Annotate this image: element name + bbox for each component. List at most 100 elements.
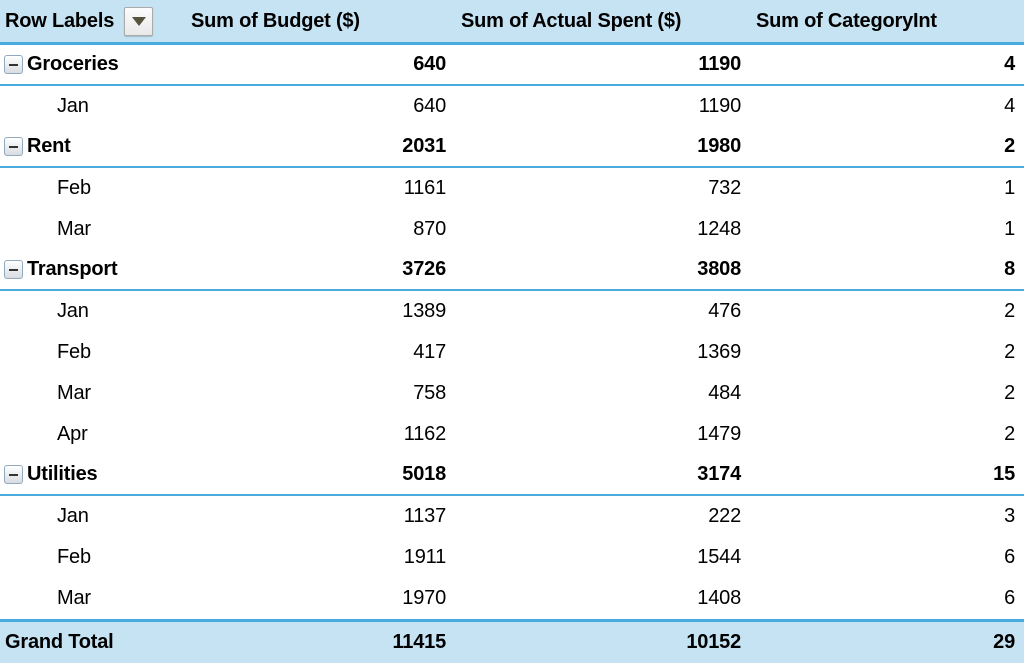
- row-label: Mar: [57, 587, 91, 609]
- header-cell-sum-of-budget[interactable]: Sum of Budget ($): [191, 9, 360, 32]
- category-int-cell[interactable]: 29: [993, 631, 1015, 653]
- category-int-cell[interactable]: 1: [1004, 218, 1015, 240]
- budget-cell[interactable]: 640: [413, 53, 446, 75]
- row-label-cell[interactable]: Groceries: [0, 45, 185, 84]
- budget-cell[interactable]: 758: [413, 382, 446, 404]
- row-label: Mar: [57, 218, 91, 240]
- filter-dropdown-button[interactable]: [124, 6, 154, 36]
- category-int-cell[interactable]: 15: [993, 463, 1015, 485]
- actual-spent-cell[interactable]: 1544: [697, 546, 741, 568]
- budget-cell[interactable]: 1389: [402, 300, 446, 322]
- row-label: Feb: [57, 341, 91, 363]
- row-label-cell[interactable]: Feb: [0, 332, 185, 373]
- actual-spent-cell[interactable]: 1190: [698, 53, 741, 75]
- category-int-cell[interactable]: 2: [1004, 135, 1015, 157]
- row-label: Feb: [57, 177, 91, 199]
- row-label: Jan: [57, 505, 89, 527]
- row-label: Groceries: [27, 53, 119, 75]
- category-int-cell[interactable]: 3: [1004, 505, 1015, 527]
- actual-spent-cell[interactable]: 1479: [697, 423, 741, 445]
- category-int-cell[interactable]: 8: [1004, 258, 1015, 280]
- actual-spent-cell[interactable]: 3174: [697, 463, 741, 485]
- header-cell-sum-of-categoryint[interactable]: Sum of CategoryInt: [756, 9, 937, 32]
- row-label-cell[interactable]: Apr: [0, 414, 185, 455]
- budget-cell[interactable]: 1137: [403, 505, 446, 527]
- row-label-cell[interactable]: Grand Total: [0, 622, 185, 663]
- budget-cell[interactable]: 417: [413, 341, 446, 363]
- group-row-transport: Transport 3726 3808 8: [0, 250, 1024, 291]
- row-label-cell[interactable]: Mar: [0, 578, 185, 619]
- header-cell-sum-of-actual-spent[interactable]: Sum of Actual Spent ($): [461, 9, 682, 32]
- row-label: Mar: [57, 382, 91, 404]
- detail-row-mar: Mar 1970 1408 6: [0, 578, 1024, 619]
- actual-spent-cell[interactable]: 732: [708, 177, 741, 199]
- collapse-button[interactable]: [4, 55, 23, 74]
- row-label: Jan: [57, 95, 89, 117]
- row-label-cell[interactable]: Mar: [0, 373, 185, 414]
- category-int-cell[interactable]: 2: [1004, 423, 1015, 445]
- row-label: Rent: [27, 135, 71, 157]
- pivot-header-row: Row Labels Sum of Budget ($) Sum of Actu…: [0, 0, 1024, 45]
- group-row-rent: Rent 2031 1980 2: [0, 127, 1024, 168]
- budget-cell[interactable]: 1161: [403, 177, 446, 199]
- category-int-cell[interactable]: 2: [1004, 382, 1015, 404]
- row-label: Feb: [57, 546, 91, 568]
- header-cell-row-labels[interactable]: Row Labels: [0, 0, 185, 42]
- budget-cell[interactable]: 5018: [402, 463, 446, 485]
- category-int-cell[interactable]: 6: [1004, 546, 1015, 568]
- collapse-button[interactable]: [4, 137, 23, 156]
- budget-cell[interactable]: 1911: [403, 546, 446, 568]
- actual-spent-cell[interactable]: 1248: [697, 218, 741, 240]
- detail-row-feb: Feb 1161 732 1: [0, 168, 1024, 209]
- row-label-cell[interactable]: Transport: [0, 250, 185, 289]
- actual-spent-cell[interactable]: 1408: [697, 587, 741, 609]
- minus-icon: [9, 145, 18, 148]
- category-int-cell[interactable]: 2: [1004, 300, 1015, 322]
- detail-row-mar: Mar 758 484 2: [0, 373, 1024, 414]
- category-int-cell[interactable]: 2: [1004, 341, 1015, 363]
- category-int-cell[interactable]: 4: [1004, 53, 1015, 75]
- actual-spent-cell[interactable]: 476: [708, 300, 741, 322]
- actual-spent-cell[interactable]: 484: [708, 382, 741, 404]
- actual-spent-cell[interactable]: 1980: [697, 135, 741, 157]
- detail-row-jan: Jan 1137 222 3: [0, 496, 1024, 537]
- collapse-button[interactable]: [4, 465, 23, 484]
- budget-cell[interactable]: 2031: [402, 135, 446, 157]
- row-labels-header-text: Row Labels: [5, 9, 115, 32]
- actual-spent-cell[interactable]: 1369: [697, 341, 741, 363]
- actual-spent-cell[interactable]: 1190: [698, 95, 741, 117]
- filter-dropdown-icon: [131, 16, 146, 26]
- row-label-cell[interactable]: Feb: [0, 168, 185, 209]
- row-label-cell[interactable]: Rent: [0, 127, 185, 166]
- row-label-cell[interactable]: Mar: [0, 209, 185, 250]
- row-label: Utilities: [27, 463, 98, 485]
- budget-cell[interactable]: 11415: [392, 631, 446, 653]
- row-label: Jan: [57, 300, 89, 322]
- row-label-cell[interactable]: Jan: [0, 496, 185, 537]
- budget-cell[interactable]: 640: [413, 95, 446, 117]
- row-label-cell[interactable]: Jan: [0, 291, 185, 332]
- detail-row-mar: Mar 870 1248 1: [0, 209, 1024, 250]
- row-label-cell[interactable]: Jan: [0, 86, 185, 127]
- category-int-cell[interactable]: 1: [1004, 177, 1015, 199]
- category-int-cell[interactable]: 6: [1004, 587, 1015, 609]
- budget-cell[interactable]: 1162: [403, 423, 446, 445]
- actual-spent-cell[interactable]: 3808: [697, 258, 741, 280]
- detail-row-jan: Jan 640 1190 4: [0, 86, 1024, 127]
- minus-icon: [9, 63, 18, 66]
- row-label: Grand Total: [5, 631, 114, 653]
- budget-cell[interactable]: 1970: [402, 587, 446, 609]
- row-label-cell[interactable]: Feb: [0, 537, 185, 578]
- actual-spent-cell[interactable]: 222: [708, 505, 741, 527]
- detail-row-jan: Jan 1389 476 2: [0, 291, 1024, 332]
- budget-cell[interactable]: 3726: [402, 258, 446, 280]
- actual-spent-cell[interactable]: 10152: [686, 631, 741, 653]
- budget-cell[interactable]: 870: [413, 218, 446, 240]
- row-label-cell[interactable]: Utilities: [0, 455, 185, 494]
- group-row-utilities: Utilities 5018 3174 15: [0, 455, 1024, 496]
- minus-icon: [9, 268, 18, 271]
- category-int-cell[interactable]: 4: [1004, 95, 1015, 117]
- detail-row-feb: Feb 1911 1544 6: [0, 537, 1024, 578]
- collapse-button[interactable]: [4, 260, 23, 279]
